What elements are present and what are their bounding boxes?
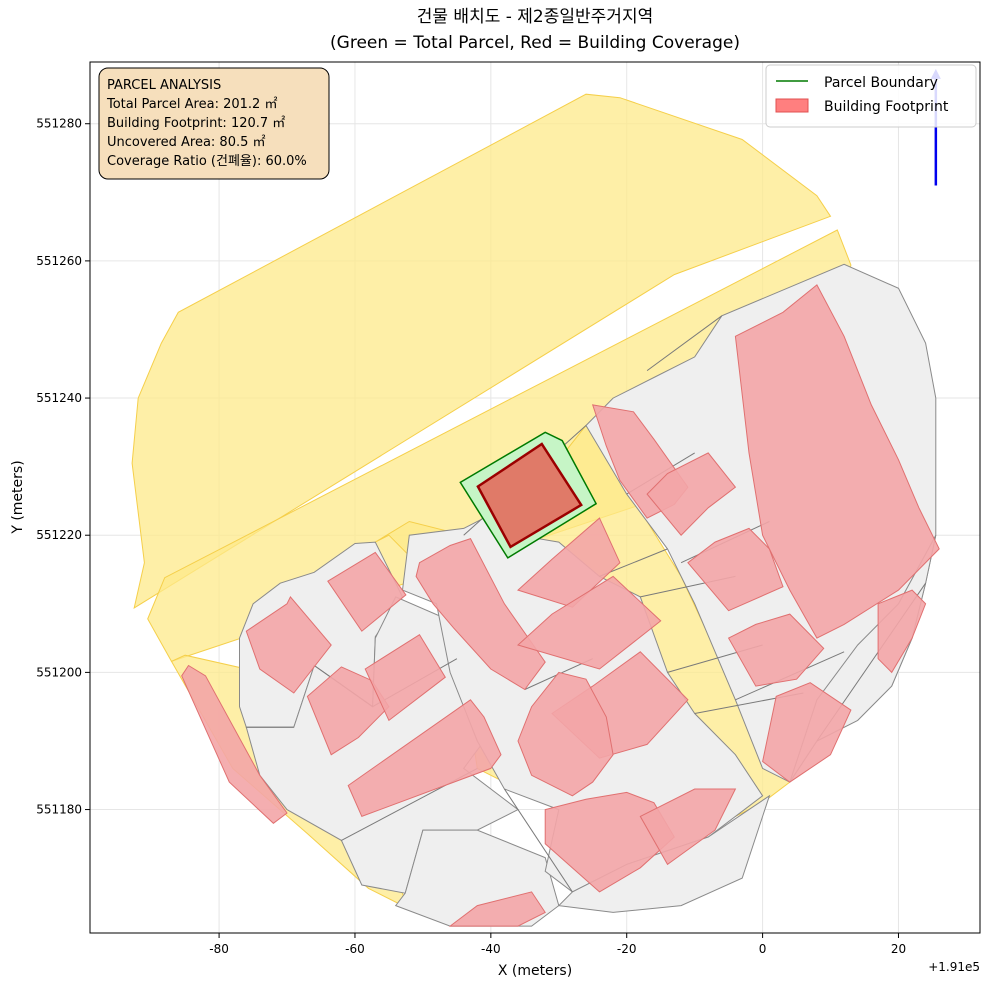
y-axis-label: Y (meters)	[10, 460, 26, 534]
chart-title: 건물 배치도 - 제2종일반주거지역	[417, 7, 653, 27]
context-building	[646, 452, 737, 536]
y-axis-ticks: 551180 551200 551220 551240 551260 551280	[36, 117, 90, 817]
y-tick-label: 551180	[36, 803, 82, 817]
context-building	[734, 284, 940, 639]
parcel-division-line	[646, 315, 723, 372]
plot-frame	[89, 61, 981, 934]
context-building	[639, 788, 737, 866]
info-box: PARCEL ANALYSIS Total Parcel Area: 201.2…	[98, 67, 330, 180]
info-box-background	[98, 67, 330, 180]
target-building	[476, 442, 583, 549]
context-building	[517, 517, 621, 608]
x-tick-label: -40	[481, 942, 501, 956]
x-tick-label: 20	[891, 942, 906, 956]
context-building	[517, 671, 614, 797]
legend: Parcel Boundary Building Footprint	[765, 64, 977, 128]
context-building	[517, 575, 662, 670]
context-building-layer	[181, 284, 940, 927]
parcel-division-line	[503, 788, 573, 893]
y-tick-label: 551200	[36, 665, 82, 679]
legend-label-building-footprint: Building Footprint	[824, 99, 949, 115]
info-box-line: Building Footprint: 120.7 ㎡	[107, 116, 285, 131]
context-building	[364, 634, 446, 722]
x-axis-ticks: -80 -60 -40 -20 0 20	[209, 933, 906, 956]
context-building	[347, 699, 502, 818]
y-tick-label: 551220	[36, 528, 82, 542]
context-building	[415, 537, 546, 691]
x-tick-label: 0	[759, 942, 767, 956]
info-box-heading: PARCEL ANALYSIS	[107, 78, 221, 93]
legend-building-footprint-swatch	[775, 98, 809, 113]
context-building	[327, 551, 407, 632]
chart-subtitle: (Green = Total Parcel, Red = Building Co…	[330, 33, 740, 53]
info-box-line: Total Parcel Area: 201.2 ㎡	[106, 97, 277, 112]
y-tick-label: 551280	[36, 117, 82, 131]
context-building	[727, 613, 825, 687]
info-box-line: Coverage Ratio (건폐율): 60.0%	[107, 154, 307, 169]
context-building	[245, 595, 332, 694]
context-building	[181, 664, 288, 824]
x-tick-label: -60	[345, 942, 365, 956]
y-tick-label: 551240	[36, 391, 82, 405]
context-building	[877, 589, 927, 674]
x-axis-label: X (meters)	[498, 963, 572, 979]
context-building	[448, 891, 546, 927]
info-box-line: Uncovered Area: 80.5 ㎡	[107, 135, 266, 150]
target-layer	[459, 431, 598, 559]
y-tick-label: 551260	[36, 254, 82, 268]
x-tick-label: -20	[617, 942, 637, 956]
road-polygon	[131, 93, 832, 609]
context-building	[762, 682, 852, 783]
legend-label-parcel-boundary: Parcel Boundary	[824, 75, 938, 91]
legend-background	[765, 64, 977, 128]
x-axis-offset-label: +1.91e5	[928, 960, 980, 974]
x-tick-label: -80	[209, 942, 229, 956]
